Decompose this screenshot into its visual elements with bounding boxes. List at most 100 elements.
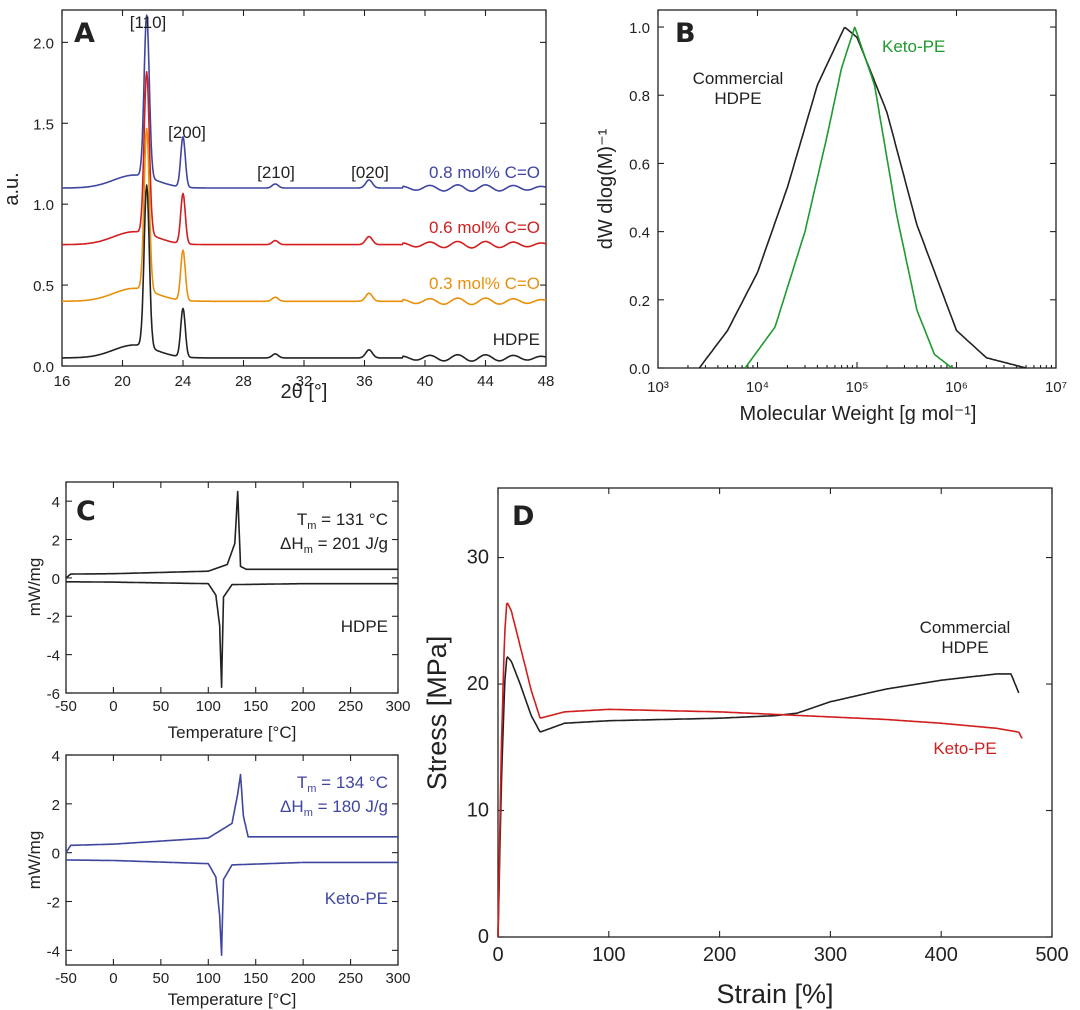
a-ytick-label: 2.0	[33, 35, 54, 52]
b-ytick-label: 0.0	[629, 361, 650, 378]
b-ytick-label: 0.6	[629, 156, 650, 173]
label-commercial-line1: Commercial	[693, 69, 784, 88]
d-ytick-label: 10	[467, 800, 489, 822]
series-label-06: 0.6 mol% C=O	[429, 218, 540, 237]
a-ytick-label: 1.0	[33, 197, 54, 214]
sample-label-keto: Keto-PE	[325, 889, 388, 908]
ct-xtick-label: 250	[338, 698, 363, 715]
panel-d-letter: D	[512, 501, 534, 532]
d-ytick-label: 0	[478, 926, 489, 948]
cb-xtick-label: -50	[55, 970, 77, 987]
label-commercial-line2: HDPE	[714, 89, 761, 108]
panel-c-bottom-xlabel: Temperature [°C]	[168, 990, 297, 1009]
b-ytick-label: 0.8	[629, 88, 650, 105]
panel-c-top-curves	[65, 490, 399, 688]
panel-d-frame	[497, 487, 1053, 938]
a-xtick-label: 32	[296, 373, 313, 390]
ct-dsc-curve-0	[65, 490, 399, 579]
a-xtick-label: 48	[538, 373, 555, 390]
ct-xtick-label: 300	[385, 698, 410, 715]
panel-b: 10³ 10⁴ 10⁵ 10⁶ 10⁷ 0.0 0.2 0.4 0.6 0.8 1.0 B Comm…	[595, 9, 1067, 425]
panel-c-top: -50 0 50 100 150 200 250 300 4 2 0 -2 -4 -6 C Tm = 13…	[25, 481, 411, 742]
cb-xtick-label: 100	[196, 970, 221, 987]
b-ytick-label: 0.2	[629, 293, 650, 310]
d-xtick-label: 0	[492, 944, 503, 966]
tensile-curve-1	[497, 602, 1023, 938]
cb-xtick-label: 200	[291, 970, 316, 987]
panel-a-curves	[62, 14, 547, 362]
a-xtick-label: 28	[235, 373, 252, 390]
cb-ytick-label: -4	[47, 943, 60, 960]
cb-ytick-label: 0	[52, 846, 60, 863]
series-label-03: 0.3 mol% C=O	[429, 274, 540, 293]
panel-a-xlabel: 2θ [°]	[281, 381, 328, 403]
panel-b-xlabel: Molecular Weight [g mol⁻¹]	[740, 403, 977, 425]
ct-xtick-label: 100	[196, 698, 221, 715]
label-commercial-d-line1: Commercial	[920, 618, 1011, 637]
panel-b-letter: B	[675, 18, 696, 49]
xrd-curve-0	[62, 14, 547, 192]
panel-d: 0 100 200 300 400 500 0 10 20 30 D Commercial HDP…	[422, 487, 1069, 1009]
panel-c-bottom: -50 0 50 100 150 200 250 300 4 2 0 -2 -4 Tm = 134 °C…	[25, 748, 411, 1009]
a-xtick-label: 24	[175, 373, 192, 390]
peak-label-200: [200]	[168, 123, 206, 142]
panel-d-curves	[497, 602, 1023, 938]
b-xtick-label: 10³	[647, 379, 669, 396]
cb-dsc-curve-1	[65, 859, 399, 956]
panel-b-ylabel: dW dlog(M)⁻¹	[595, 128, 617, 249]
ct-ytick-label: 0	[52, 571, 60, 588]
a-xtick-label: 44	[477, 373, 494, 390]
cb-ytick-label: 4	[52, 748, 60, 765]
panel-d-ylabel: Stress [MPa]	[422, 636, 452, 791]
b-ytick-label: 0.4	[629, 225, 650, 242]
panel-c-top-ylabel: mW/mg	[25, 558, 44, 617]
a-ytick-label: 0.0	[33, 359, 54, 376]
gpc-curve-1	[744, 26, 953, 369]
cb-dsc-curve-0	[65, 773, 399, 854]
panel-d-ticks: 0 100 200 300 400 500 0 10 20 30	[467, 488, 1069, 966]
dh-hdpe: ΔHm = 201 J/g	[280, 534, 388, 556]
d-xtick-label: 200	[703, 944, 736, 966]
peak-label-210: [210]	[257, 163, 295, 182]
panel-b-curves	[698, 26, 1027, 369]
a-ytick-label: 0.5	[33, 278, 54, 295]
panel-a-letter: A	[74, 18, 95, 49]
label-keto-gpc: Keto-PE	[882, 37, 945, 56]
ct-xtick-label: 50	[153, 698, 170, 715]
cb-xtick-label: 150	[243, 970, 268, 987]
a-xtick-label: 36	[356, 373, 373, 390]
tm-keto: Tm = 134 °C	[297, 773, 388, 795]
ct-xtick-label: 150	[243, 698, 268, 715]
ct-ytick-label: -4	[47, 648, 60, 665]
a-xtick-label: 20	[114, 373, 131, 390]
cb-xtick-label: 250	[338, 970, 363, 987]
a-xtick-label: 16	[54, 373, 71, 390]
ct-xtick-label: 200	[291, 698, 316, 715]
b-xtick-label: 10⁵	[846, 379, 869, 396]
d-xtick-label: 400	[925, 944, 958, 966]
tm-hdpe: Tm = 131 °C	[297, 510, 388, 532]
d-ytick-label: 20	[467, 673, 489, 695]
panel-c-bottom-ylabel: mW/mg	[25, 831, 44, 890]
d-ytick-label: 30	[467, 547, 489, 569]
series-label-08: 0.8 mol% C=O	[429, 163, 540, 182]
ct-dsc-curve-1	[65, 580, 399, 688]
panel-c-bottom-ticks: -50 0 50 100 150 200 250 300 4 2 0 -2 -4	[47, 748, 411, 987]
cb-ytick-label: 2	[52, 797, 60, 814]
panel-c-top-frame	[65, 481, 399, 694]
panel-b-ticks: 10³ 10⁴ 10⁵ 10⁶ 10⁷ 0.0 0.2 0.4 0.6 0.8 1.0	[629, 10, 1067, 396]
ct-ytick-label: -6	[47, 686, 60, 703]
ct-xtick-label: 0	[109, 698, 117, 715]
peak-label-110: [110]	[130, 13, 167, 32]
panel-a-ticks: 16 20 24 28 32 36 40 44 48 0.0 0.5 1.0 1.5 2.0	[33, 10, 554, 390]
a-ytick-label: 1.5	[33, 116, 54, 133]
label-commercial-d-line2: HDPE	[941, 638, 988, 657]
sample-label-hdpe: HDPE	[341, 617, 388, 636]
series-label-hdpe: HDPE	[493, 330, 540, 349]
xrd-curve-3	[62, 184, 547, 362]
cb-ytick-label: -2	[47, 895, 60, 912]
ct-ytick-label: -2	[47, 609, 60, 626]
panel-c-bottom-curves	[65, 773, 399, 956]
d-xtick-label: 100	[592, 944, 625, 966]
